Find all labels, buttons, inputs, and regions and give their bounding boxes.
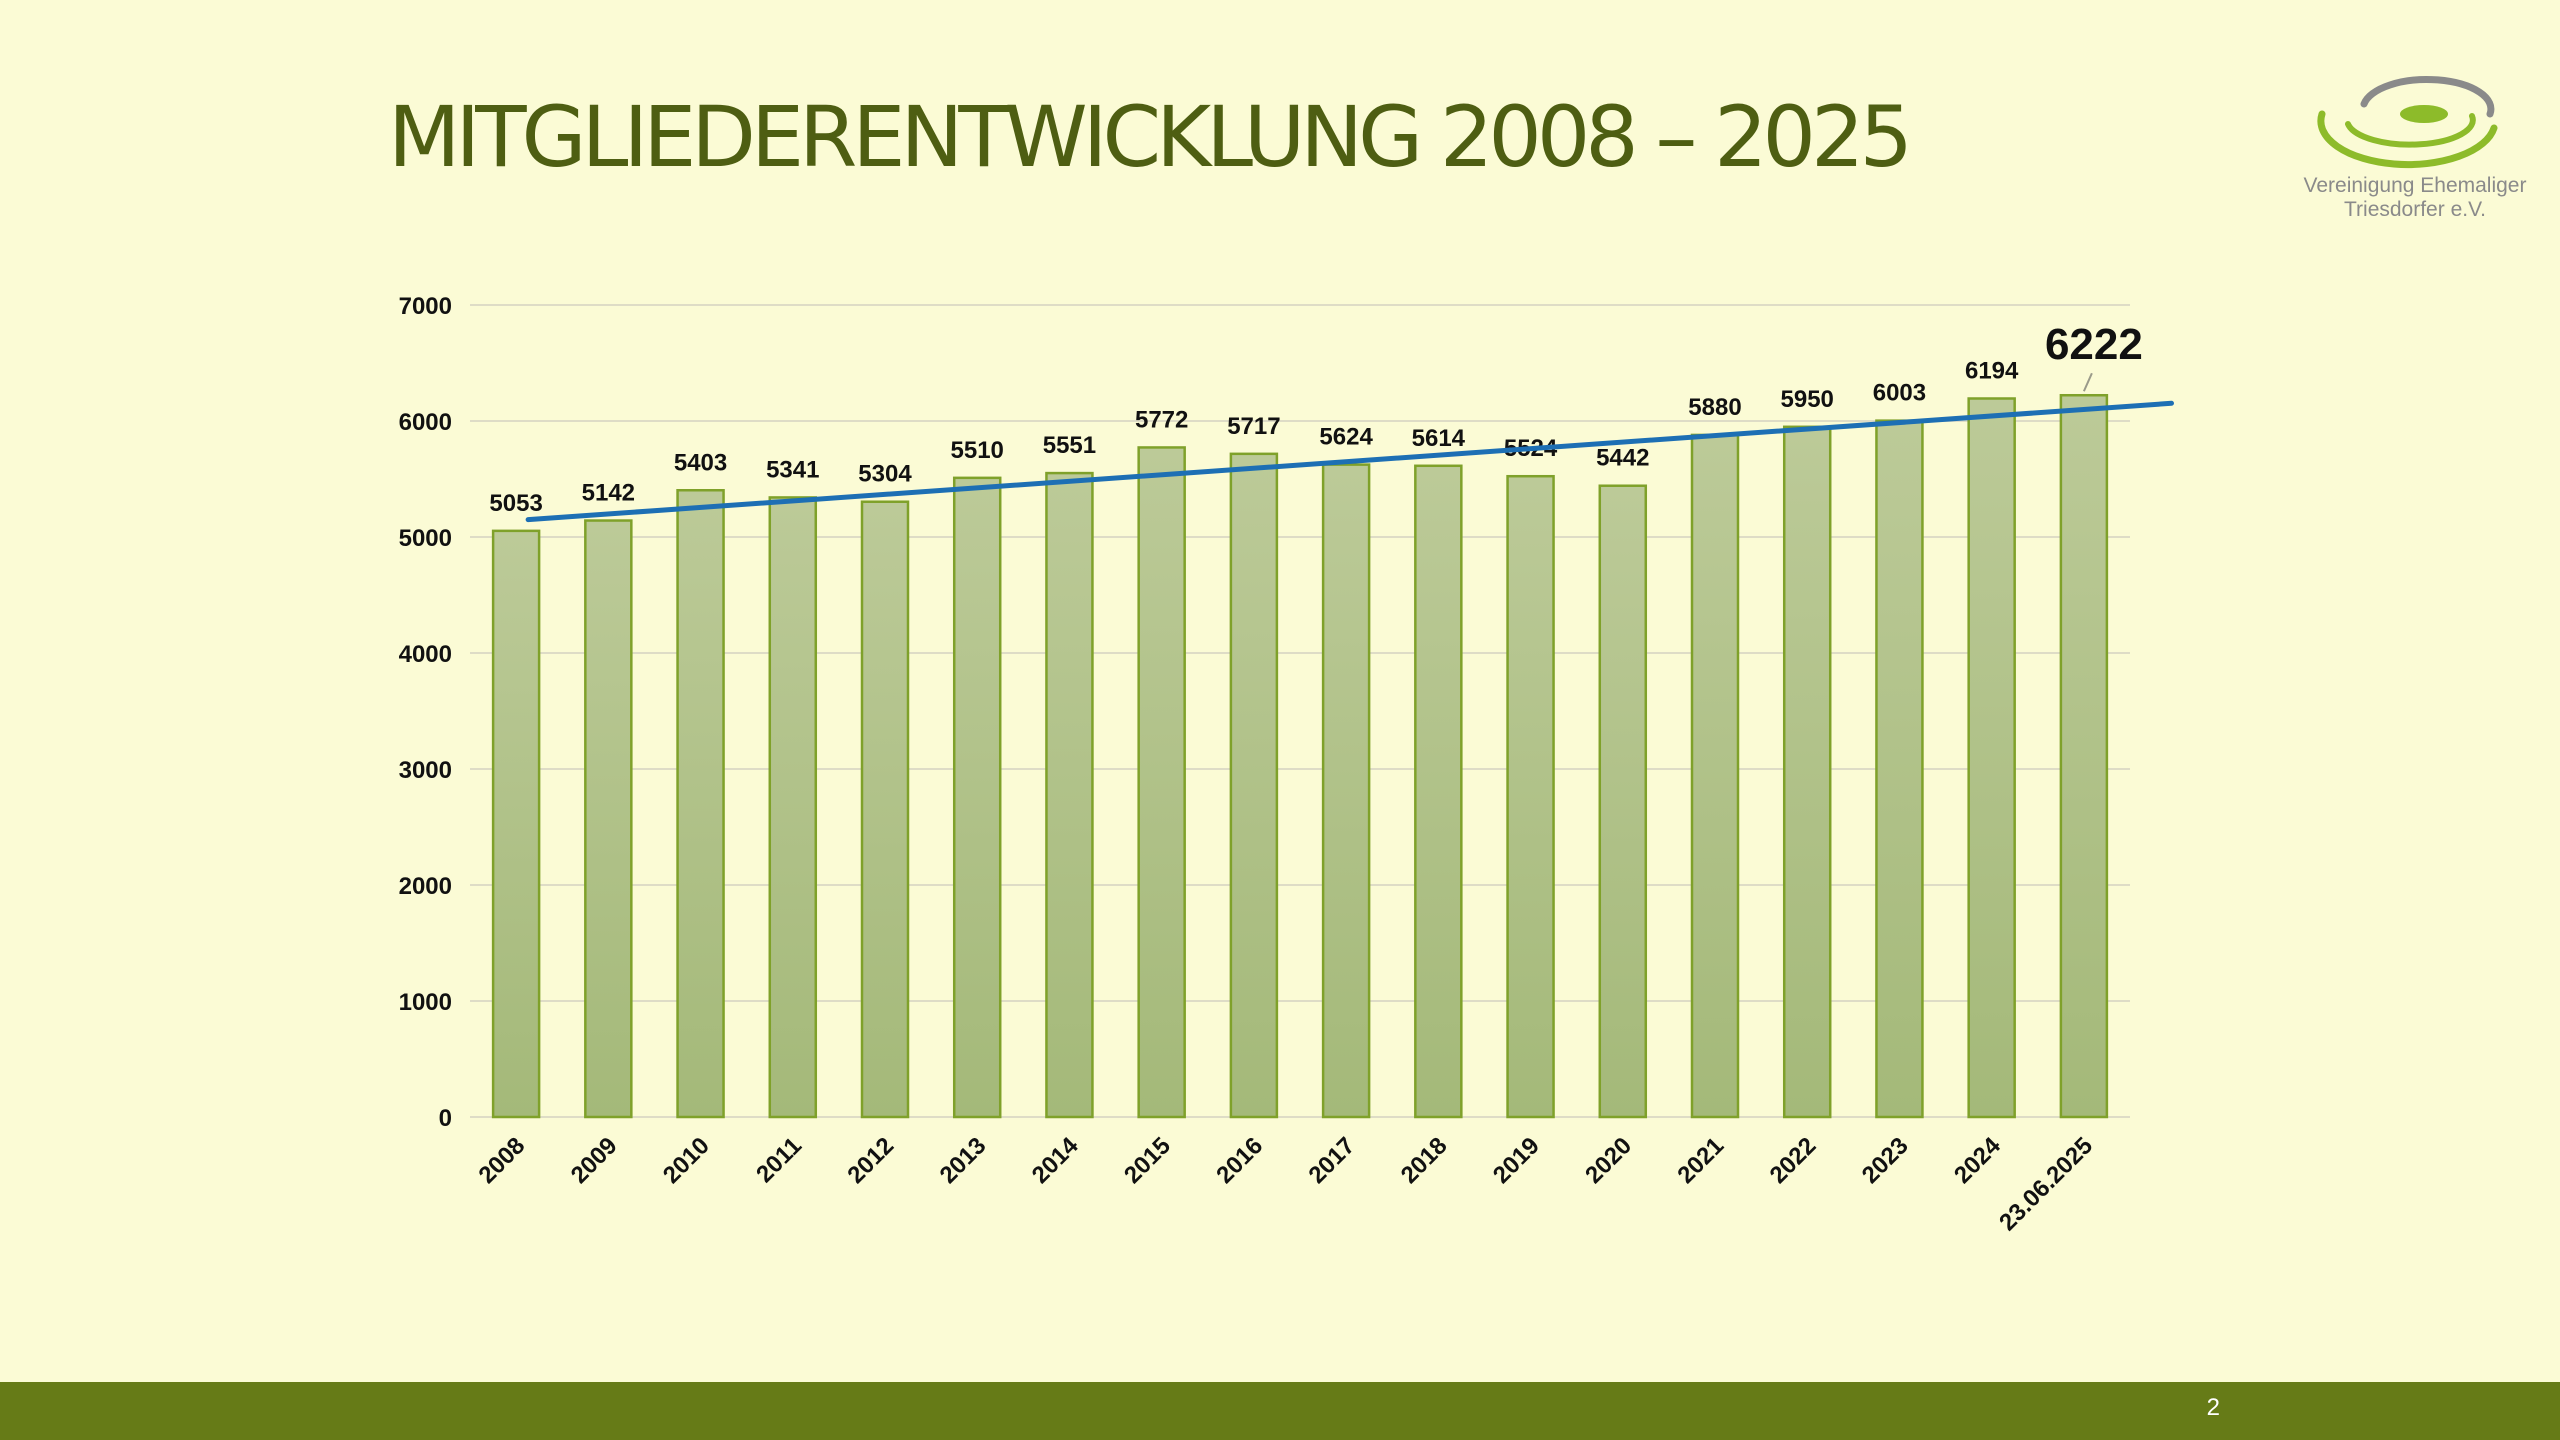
y-tick-label: 4000: [399, 641, 452, 668]
y-axis-tick-labels: 0 1000 2000 3000 4000 5000 6000 7000: [399, 293, 452, 1132]
data-label: 5403: [674, 449, 727, 476]
x-tick-label: 2019: [1488, 1132, 1545, 1189]
data-label-highlight: 6222: [2045, 320, 2143, 369]
x-tick-label: 2015: [1119, 1132, 1176, 1189]
y-tick-label: 2000: [399, 873, 452, 900]
bar-2019: [1506, 474, 1555, 1119]
bar-2022: [1782, 425, 1832, 1119]
logo-text-line2: Triesdorfer e.V.: [2343, 198, 2486, 221]
data-label: 5880: [1688, 394, 1741, 421]
x-tick-label: 2024: [1949, 1132, 2006, 1189]
x-tick-label: 2013: [935, 1132, 992, 1189]
data-label: 6003: [1873, 380, 1926, 407]
x-tick-label: 2020: [1580, 1132, 1637, 1189]
bar-2024: [1967, 397, 2016, 1119]
data-label: 5717: [1227, 413, 1280, 440]
x-tick-label: 2009: [566, 1132, 623, 1189]
x-tick-label: 2018: [1396, 1132, 1453, 1189]
x-tick-label: 2012: [842, 1132, 899, 1189]
x-tick-label: 2016: [1211, 1132, 1268, 1189]
x-tick-label: 2021: [1672, 1132, 1729, 1189]
data-label: 5510: [951, 437, 1004, 464]
bars: [491, 393, 2109, 1119]
y-tick-label: 6000: [399, 409, 452, 436]
trendline: [525, 400, 2174, 523]
data-label: 5624: [1319, 424, 1373, 451]
bar-2015: [1137, 446, 1186, 1119]
data-label: 5053: [489, 490, 542, 517]
y-tick-label: 7000: [399, 293, 452, 320]
logo-emblem-icon: [2317, 76, 2498, 169]
y-tick-label: 5000: [399, 525, 452, 552]
bar-2012: [860, 500, 910, 1119]
bar-2016: [1229, 452, 1279, 1119]
bar-2023: [1875, 419, 1924, 1119]
bar-2013: [952, 476, 1002, 1119]
data-label: 5614: [1412, 425, 1466, 452]
bar-2011: [768, 496, 818, 1119]
bar-23.06.2025: [2059, 393, 2109, 1119]
bar-2010: [676, 489, 725, 1119]
gridlines: [470, 304, 2130, 1118]
x-tick-label: 2008: [474, 1132, 531, 1189]
data-labels: 5053 5142 5403 5341 5304 5510 5551 5772 5717 5624…: [489, 320, 2142, 517]
logo-text-line1: Vereinigung Ehemaliger: [2303, 174, 2527, 197]
y-tick-label: 1000: [399, 989, 452, 1016]
bar-2008: [491, 529, 541, 1119]
x-tick-label: 2010: [658, 1132, 715, 1189]
data-label-leader: [2082, 372, 2093, 392]
data-label: 5551: [1043, 432, 1096, 459]
bar-2021: [1690, 433, 1740, 1119]
bar-2014: [1045, 471, 1094, 1119]
x-tick-label: 2022: [1765, 1132, 1822, 1189]
slide-title: MITGLIEDERENTWICKLUNG 2008 – 2025: [388, 88, 1913, 186]
x-axis-tick-labels: 2008 2009 2010 2011 2012 2013 2014 2015 2016 2017…: [474, 1132, 2099, 1236]
x-tick-label: 23.06.2025: [1994, 1132, 2098, 1236]
trendline-layer: [525, 400, 2174, 523]
data-label: 6194: [1965, 357, 2019, 384]
data-label: 5341: [766, 456, 819, 483]
page-number: 2: [2206, 1394, 2220, 1421]
bar-2020: [1598, 484, 1648, 1119]
data-label: 5772: [1135, 406, 1188, 433]
y-tick-label: 0: [439, 1105, 452, 1132]
organization-logo: Vereinigung Ehemaliger Triesdorfer e.V.: [2300, 56, 2530, 236]
x-tick-label: 2023: [1857, 1132, 1914, 1189]
x-tick-label: 2017: [1304, 1132, 1361, 1189]
footer-bar: 2: [0, 1382, 2560, 1440]
data-label: 5442: [1596, 445, 1649, 472]
data-label: 5142: [582, 480, 635, 507]
x-tick-label: 2011: [751, 1132, 807, 1188]
x-tick-label: 2014: [1027, 1132, 1084, 1189]
y-tick-label: 3000: [399, 757, 452, 784]
bar-2009: [584, 519, 633, 1119]
bar-2017: [1321, 463, 1371, 1119]
bar-2018: [1414, 464, 1463, 1119]
data-label: 5304: [858, 461, 912, 488]
data-label: 5950: [1781, 386, 1834, 413]
